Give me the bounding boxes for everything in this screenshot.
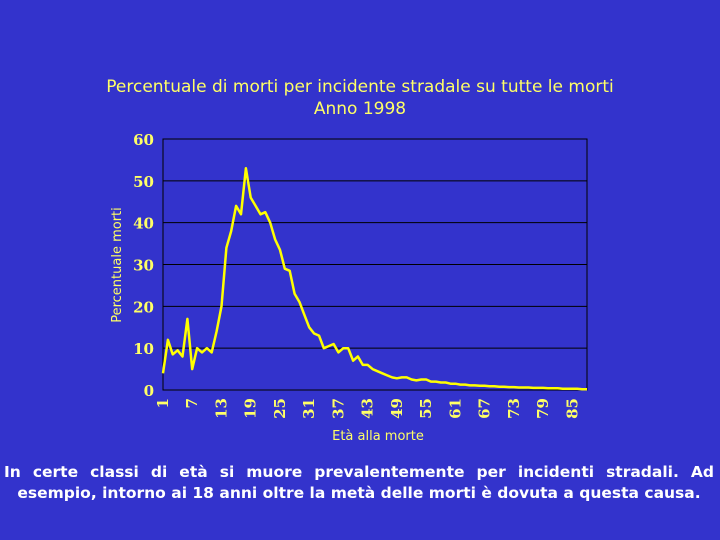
x-tick-label: 13 [212,398,230,419]
x-tick-labels: 1 7 13 19 25 31 37 43 49 55 61 67 73 79 85 [154,398,581,419]
x-tick-label: 49 [388,398,406,419]
x-tick-label: 25 [271,398,289,419]
y-axis-label: Percentuale morti [110,207,125,323]
x-tick-label: 43 [359,398,377,419]
y-tick-labels: 0 10 20 30 40 50 60 [133,131,154,400]
x-tick-label: 73 [505,398,523,419]
chart-canvas: 0 10 20 30 40 50 60 1 7 13 19 25 31 37 43 49 55 61 67 73 79… [0,0,720,460]
caption-text: In certe classi di età si muore prevalen… [4,462,714,504]
y-tick-label: 0 [144,382,154,400]
x-tick-label: 7 [183,398,201,408]
x-tick-label: 37 [329,398,347,419]
x-axis-label: Età alla morte [332,429,424,444]
x-tick-label: 1 [154,398,172,408]
y-tick-label: 30 [133,257,154,275]
caption-line-2: esempio, intorno ai 18 anni oltre la met… [17,484,700,502]
caption-line-1: In certe classi di età si muore prevalen… [4,463,714,481]
y-tick-label: 20 [133,298,154,316]
x-tick-label: 67 [476,398,494,419]
y-tick-label: 50 [133,173,154,191]
x-tick-label: 55 [417,398,435,419]
series-line [163,168,587,389]
x-tick-label: 61 [446,398,464,419]
y-tick-label: 10 [133,340,154,358]
x-tick-label: 31 [300,398,318,419]
y-tick-label: 60 [133,131,154,149]
y-tick-label: 40 [133,215,154,233]
x-tick-label: 85 [563,398,581,419]
x-tick-label: 19 [242,398,260,419]
x-tick-label: 79 [534,398,552,419]
